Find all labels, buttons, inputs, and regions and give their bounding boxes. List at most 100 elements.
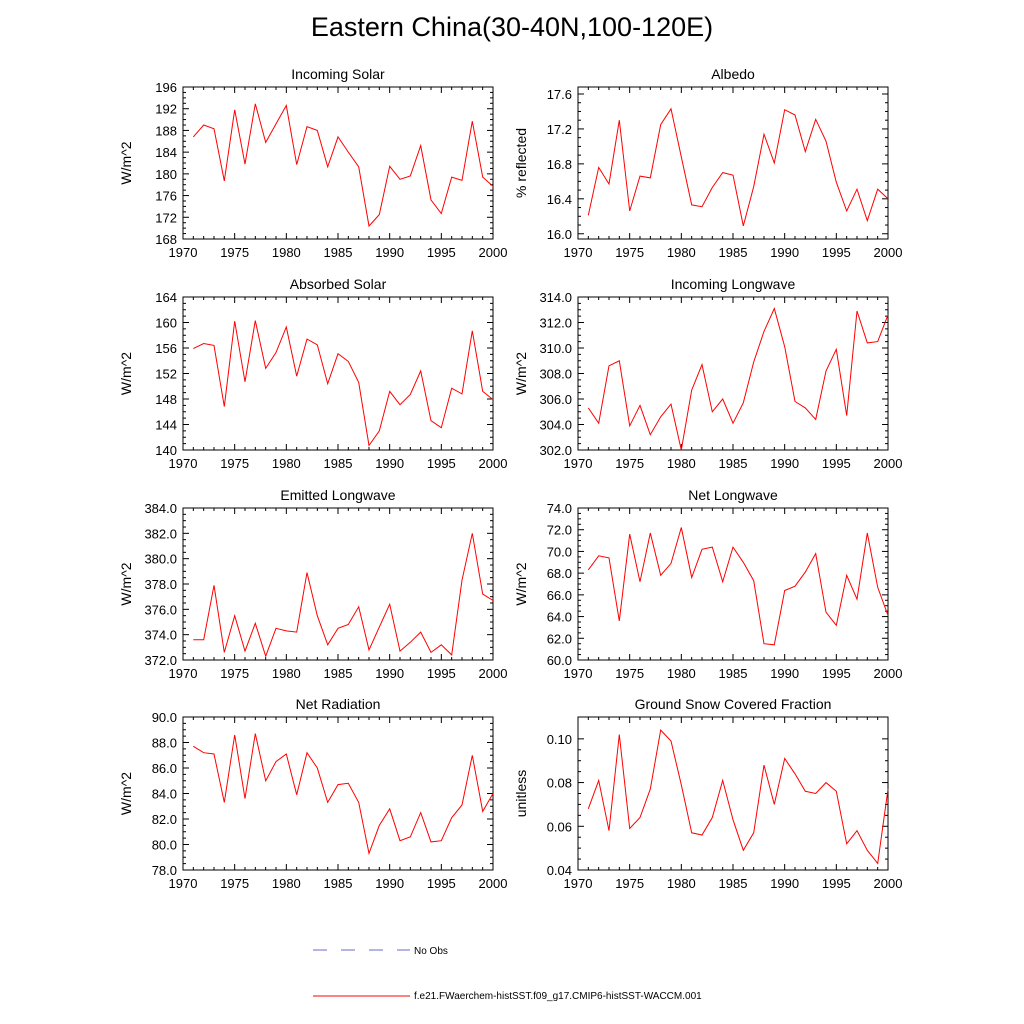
data-point [597, 166, 600, 169]
panel-title: Incoming Solar [291, 66, 385, 82]
data-point [731, 422, 734, 425]
y-tick-label: 0.06 [547, 819, 572, 834]
data-point [429, 651, 432, 654]
data-point [233, 614, 236, 617]
y-axis-label: W/m^2 [118, 772, 134, 815]
data-point [824, 140, 827, 143]
data-point [243, 797, 246, 800]
data-point [731, 545, 734, 548]
y-tick-label: 60.0 [547, 653, 572, 668]
x-tick-label: 1970 [169, 666, 198, 681]
data-point [378, 824, 381, 827]
data-point [773, 803, 776, 806]
data-point [669, 107, 672, 110]
x-tick-label: 1975 [220, 456, 249, 471]
data-point [243, 650, 246, 653]
y-axis-label: W/m^2 [118, 352, 134, 395]
x-tick-label: 1995 [427, 245, 456, 260]
data-point [398, 650, 401, 653]
series-line [587, 107, 889, 227]
x-tick-label: 2000 [874, 666, 903, 681]
data-point [409, 835, 412, 838]
data-point [481, 593, 484, 596]
data-point [285, 629, 288, 632]
data-point [378, 213, 381, 216]
x-tick-label: 1975 [615, 456, 644, 471]
series-line [587, 307, 889, 451]
data-point [773, 643, 776, 646]
data-point [357, 605, 360, 608]
data-point [752, 831, 755, 834]
data-point [243, 162, 246, 165]
data-point [721, 580, 724, 583]
data-point [409, 174, 412, 177]
panel-title: Net Longwave [688, 487, 778, 503]
data-point [264, 779, 267, 782]
data-point [295, 631, 298, 634]
x-tick-label: 1975 [615, 666, 644, 681]
data-point [450, 176, 453, 179]
y-tick-label: 180 [155, 167, 177, 182]
data-point [711, 186, 714, 189]
x-tick-label: 1980 [667, 876, 696, 891]
data-point [835, 790, 838, 793]
x-tick-label: 1980 [272, 666, 301, 681]
data-point [607, 829, 610, 832]
y-tick-label: 378.0 [144, 577, 177, 592]
y-tick-label: 86.0 [152, 761, 177, 776]
x-tick-label: 1995 [822, 876, 851, 891]
x-tick-label: 1995 [822, 666, 851, 681]
plot-frame [182, 507, 494, 661]
data-point [336, 352, 339, 355]
plot-frame [577, 507, 889, 661]
data-point [587, 568, 590, 571]
data-point [876, 586, 879, 589]
data-point [876, 188, 879, 191]
data-point [638, 580, 641, 583]
y-tick-label: 148 [155, 392, 177, 407]
x-tick-label: 1980 [272, 876, 301, 891]
legend-model-label: f.e21.FWaerchem-histSST.f09_g17.CMIP6-hi… [414, 991, 702, 1002]
y-axis-label: unitless [513, 770, 529, 817]
data-point [855, 188, 858, 191]
data-point [783, 589, 786, 592]
data-point [491, 792, 494, 795]
data-point [690, 388, 693, 391]
x-tick-label: 1995 [427, 876, 456, 891]
y-tick-label: 192 [155, 102, 177, 117]
data-point [357, 165, 360, 168]
data-point [587, 214, 590, 217]
data-point [762, 763, 765, 766]
data-point [367, 852, 370, 855]
data-point [866, 341, 869, 344]
data-point [886, 197, 889, 200]
x-tick-label: 1970 [169, 245, 198, 260]
y-tick-label: 80.0 [152, 838, 177, 853]
y-tick-label: 312.0 [539, 316, 572, 331]
y-tick-label: 84.0 [152, 787, 177, 802]
chart-panel: Emitted Longwave W/m^2 1970 1975 1980 1985 199… [118, 487, 507, 681]
data-point [326, 643, 329, 646]
data-point [669, 403, 672, 406]
data-point [597, 554, 600, 557]
y-tick-label: 64.0 [547, 610, 572, 625]
y-tick-label: 16.8 [547, 157, 572, 172]
plot-frame [577, 296, 889, 451]
x-tick-label: 2000 [874, 245, 903, 260]
data-point [212, 752, 215, 755]
data-point [295, 793, 298, 796]
data-point [855, 598, 858, 601]
y-tick-label: 314.0 [539, 290, 572, 305]
data-point [866, 849, 869, 852]
data-point [742, 401, 745, 404]
y-tick-label: 184 [155, 145, 177, 160]
data-point [711, 545, 714, 548]
data-point [388, 165, 391, 168]
data-point [326, 801, 329, 804]
data-point [855, 829, 858, 832]
y-tick-label: 16.4 [547, 192, 572, 207]
y-tick-label: 382.0 [144, 526, 177, 541]
y-tick-label: 304.0 [539, 418, 572, 433]
x-tick-label: 1975 [220, 666, 249, 681]
data-point [305, 571, 308, 574]
